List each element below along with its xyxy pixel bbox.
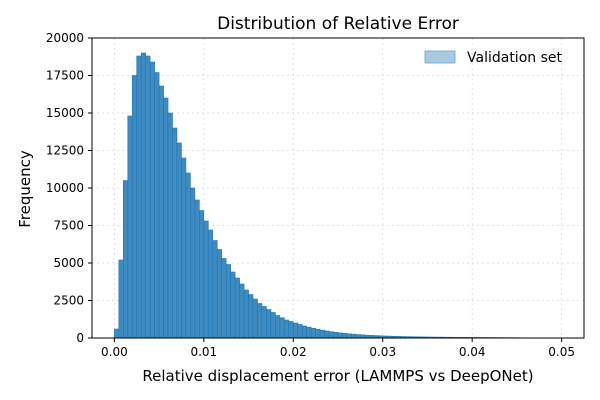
histogram-bar <box>324 330 330 339</box>
x-tick-label: 0.02 <box>280 345 307 359</box>
y-tick-label: 5000 <box>53 256 84 270</box>
histogram-bar <box>355 334 361 339</box>
histogram-bar <box>288 321 294 339</box>
histogram-bar <box>225 264 231 339</box>
x-axis-label: Relative displacement error (LAMMPS vs D… <box>142 367 533 385</box>
histogram-bar <box>337 332 343 339</box>
histogram-bar <box>136 55 142 339</box>
histogram-bar <box>279 317 285 339</box>
histogram-bar <box>149 61 155 339</box>
y-tick-label: 7500 <box>53 219 84 233</box>
y-axis-label: Frequency <box>16 150 34 228</box>
y-tick-label: 10000 <box>46 181 84 195</box>
histogram-bar <box>203 220 209 339</box>
histogram-bar <box>199 210 205 339</box>
histogram-bar <box>319 329 325 339</box>
histogram-bar <box>181 157 187 339</box>
y-tick-label: 0 <box>76 331 84 345</box>
histogram-bar <box>230 271 236 339</box>
histogram-bar <box>145 55 151 339</box>
legend-label-validation-set: Validation set <box>467 50 562 66</box>
histogram-bar <box>194 199 200 339</box>
x-tick-label: 0.00 <box>101 345 128 359</box>
histogram-bar <box>315 328 321 339</box>
histogram-bar <box>252 298 258 339</box>
histogram-bar <box>131 75 138 339</box>
histogram-bar <box>257 303 263 339</box>
histogram-bar <box>190 187 196 339</box>
histogram-bar <box>123 180 129 339</box>
histogram-bar <box>346 333 352 339</box>
histogram-bar <box>248 294 254 339</box>
histogram-bar <box>167 112 173 339</box>
histogram-bar <box>261 306 267 339</box>
axis-ticks: 0.00 0.01 0.02 0.03 0.04 0.05 0 2500 5000 7500 100… <box>46 31 575 359</box>
histogram-bar <box>176 142 182 339</box>
histogram-bar <box>333 331 339 339</box>
histogram-bar <box>310 327 316 339</box>
histogram-bar <box>270 312 276 339</box>
histogram-bar <box>243 289 249 339</box>
histogram-bar <box>212 240 218 339</box>
histogram-bar <box>234 277 240 339</box>
y-tick-label: 17500 <box>46 69 84 83</box>
chart-title: Distribution of Relative Error <box>217 14 459 34</box>
histogram-bar <box>114 328 120 339</box>
histogram-bar <box>172 127 178 339</box>
histogram-bar <box>154 72 160 339</box>
y-tick-label: 15000 <box>46 106 84 120</box>
x-tick-label: 0.03 <box>369 345 396 359</box>
histogram-bar <box>158 85 164 339</box>
histogram-bar <box>221 258 227 339</box>
y-tick-label: 12500 <box>46 144 84 158</box>
histogram-bar <box>185 172 191 339</box>
y-tick-label: 20000 <box>46 31 84 45</box>
histogram-bar <box>351 333 357 339</box>
histogram-bar <box>140 52 146 339</box>
histogram-bar <box>163 97 169 339</box>
histogram-bar <box>207 229 214 339</box>
histogram-bar <box>239 283 245 339</box>
histogram-bar <box>118 259 124 339</box>
histogram-bar <box>284 319 290 339</box>
histogram-bar <box>216 249 223 339</box>
x-tick-label: 0.05 <box>548 345 575 359</box>
y-tick-label: 2500 <box>53 294 84 308</box>
histogram-bar <box>127 115 133 339</box>
legend: Validation set <box>424 50 562 66</box>
x-tick-label: 0.04 <box>459 345 486 359</box>
histogram-bar <box>342 333 348 339</box>
histogram-bar <box>275 315 281 339</box>
histogram-bar <box>266 309 272 339</box>
histogram-bar <box>292 322 299 339</box>
histogram-bar <box>328 331 334 339</box>
legend-swatch <box>424 50 456 64</box>
histogram-bar <box>306 326 312 339</box>
histogram-bar <box>297 324 303 339</box>
histogram-bar <box>301 325 307 339</box>
x-tick-label: 0.01 <box>190 345 217 359</box>
